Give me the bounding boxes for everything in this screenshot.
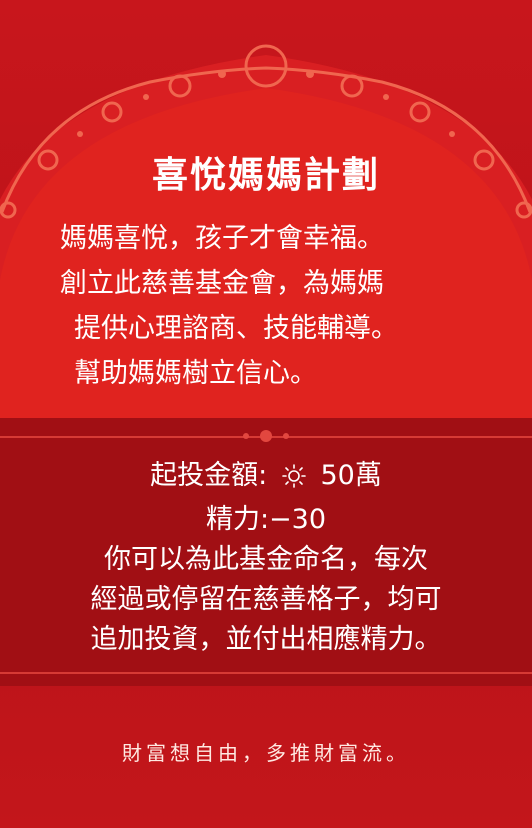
rules-band [0, 418, 532, 686]
divider-bottom [0, 672, 532, 674]
arch-decoration [0, 44, 532, 430]
card-title: 喜悅媽媽計劃 [151, 155, 380, 196]
investment-value: 50萬 [320, 460, 382, 491]
rule-line: 追加投資，並付出相應精力。 [90, 624, 442, 655]
investment-label: 起投金額: [150, 460, 268, 491]
description-line: 幫助媽媽樹立信心。 [74, 358, 317, 389]
divider-dots [0, 428, 532, 448]
investment-line: 起投金額: 50萬 [0, 456, 532, 500]
description-line: 提供心理諮商、技能輔導。 [74, 313, 398, 344]
card-slogan: 財富想自由，多推財富流。 [122, 741, 410, 765]
description-line: 創立此慈善基金會，為媽媽 [60, 268, 384, 299]
card-description: 媽媽喜悅，孩子才會幸福。 創立此慈善基金會，為媽媽 提供心理諮商、技能輔導。 幫… [60, 216, 480, 396]
rule-line: 你可以為此基金命名，每次 [104, 544, 428, 575]
card-stats: 起投金額: 50萬 精力:−30 [0, 456, 532, 660]
rule-line: 經過或停留在慈善格子，均可 [90, 584, 442, 615]
energy-line: 精力:−30 [205, 504, 327, 535]
description-line: 媽媽喜悅，孩子才會幸福。 [60, 223, 384, 254]
sun-icon [282, 460, 306, 500]
